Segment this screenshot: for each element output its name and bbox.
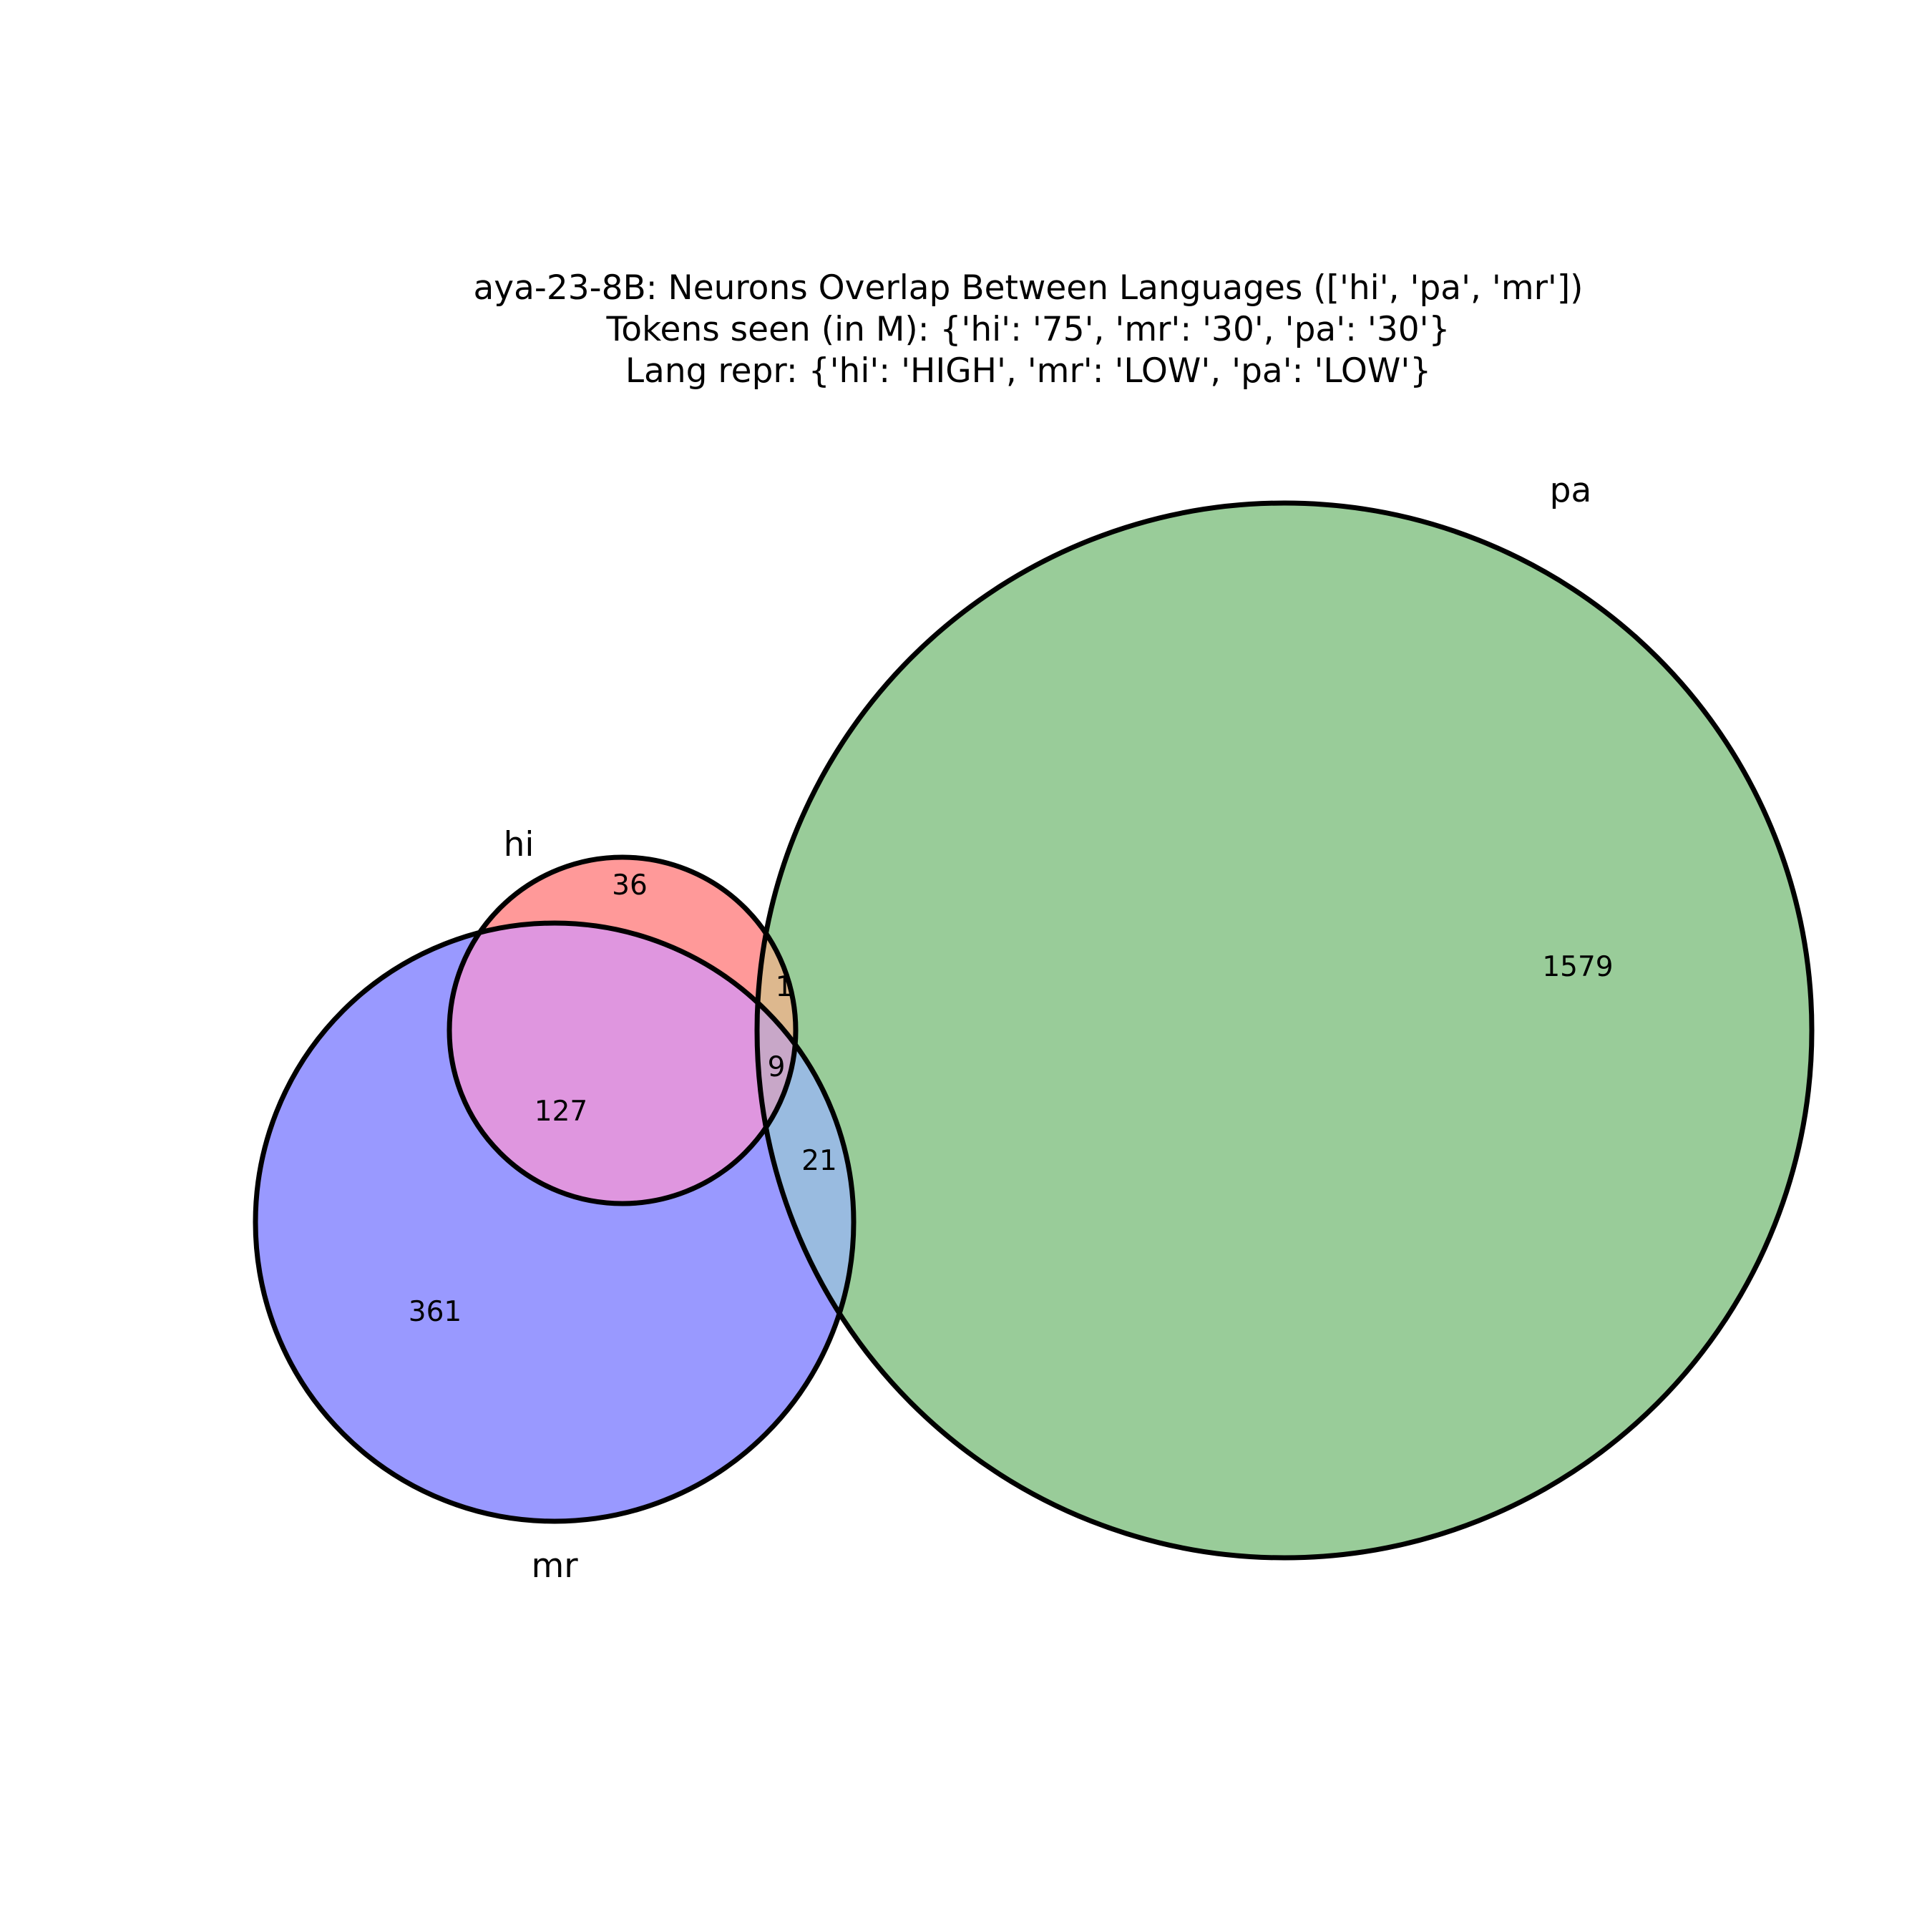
title-line-3: Lang repr: {'hi': 'HIGH', 'mr': 'LOW', '… <box>625 351 1431 391</box>
venn-fills <box>255 503 1812 1558</box>
region-count-hi-only: 36 <box>612 869 648 902</box>
venn-outlines <box>253 500 1815 1561</box>
region-count-hi-mr: 127 <box>535 1096 587 1128</box>
region-count-pa-only: 1579 <box>1542 951 1613 983</box>
set-label-pa: pa <box>1550 471 1592 510</box>
region-count-pa-mr: 21 <box>801 1145 837 1177</box>
title-line-2: Tokens seen (in M): {'hi': '75', 'mr': '… <box>606 310 1450 349</box>
region-labels: 36 1 9 127 21 361 1579 <box>409 869 1614 1328</box>
region-count-hi-pa: 1 <box>776 971 794 1003</box>
hi-mr-fill <box>449 923 796 1204</box>
region-count-mr-only: 361 <box>409 1296 462 1328</box>
diagram-title: aya-23-8B: Neurons Overlap Between Langu… <box>473 268 1583 391</box>
mr-circle-outline <box>253 920 857 1524</box>
region-count-hi-pa-mr: 9 <box>768 1051 786 1083</box>
hi-circle-outline <box>447 854 799 1206</box>
set-labels: hi pa mr <box>504 471 1592 1586</box>
pa-fill <box>757 503 1812 1558</box>
pa-circle-outline <box>754 500 1815 1561</box>
title-line-1: aya-23-8B: Neurons Overlap Between Langu… <box>473 268 1583 308</box>
set-label-mr: mr <box>531 1546 578 1586</box>
set-label-hi: hi <box>504 825 535 864</box>
